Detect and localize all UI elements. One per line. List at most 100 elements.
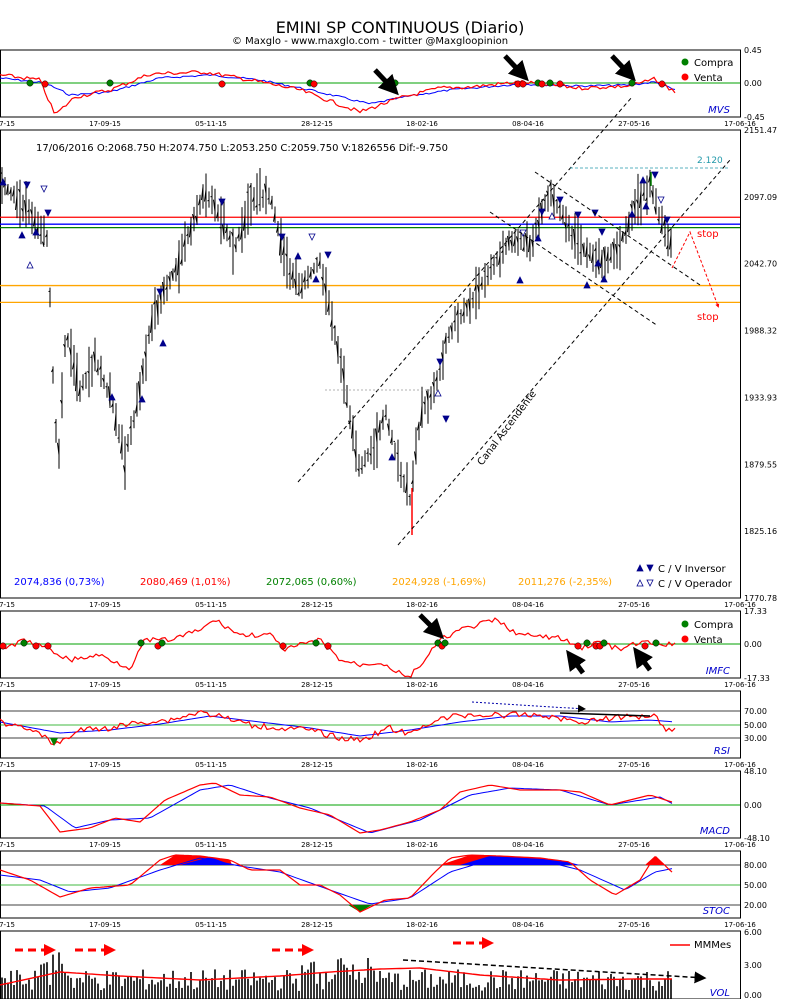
date-tick-label: 7-15 <box>0 921 15 929</box>
channel-upper-line <box>298 97 632 482</box>
sell-signal-dot <box>311 81 317 87</box>
sell-signal-dot <box>575 643 581 649</box>
candle-tick <box>208 200 210 201</box>
rsi-trend-arrow <box>472 702 585 709</box>
candle-tick <box>118 438 120 439</box>
macd-tick-label: 48.10 <box>744 767 767 776</box>
date-tick-label: 18-02-16 <box>406 841 438 849</box>
date-tick-label: 08-04-16 <box>512 921 544 929</box>
candle-tick <box>472 298 474 299</box>
candle-tick <box>544 200 546 201</box>
vol-tick-label: 6.00 <box>744 928 762 937</box>
sell-signal-dot <box>42 81 48 87</box>
date-tick-label: 18-02-16 <box>406 761 438 769</box>
inversor-marker <box>643 203 649 209</box>
buy-signal-dot <box>159 640 165 646</box>
inversor-marker <box>517 277 523 283</box>
operador-marker <box>41 186 47 192</box>
inversor-marker <box>295 253 301 259</box>
sell-signal-dot <box>520 81 526 87</box>
date-tick-label: 27-05-16 <box>618 120 650 128</box>
projection-path <box>672 232 718 306</box>
buy-signal-dot <box>138 640 144 646</box>
buy-signal-dot <box>27 80 33 86</box>
date-tick-label: 08-04-16 <box>512 601 544 609</box>
date-tick-label: 08-04-16 <box>512 761 544 769</box>
legend-mmmes-label: MMMes <box>694 940 731 951</box>
sell-signal-dot <box>45 643 51 649</box>
legend-sell-label: Venta <box>694 73 723 84</box>
operador-marker <box>309 234 315 240</box>
date-tick-label: 17-09-15 <box>89 681 121 689</box>
inversor-marker <box>19 232 25 238</box>
mvs-tick-label: 0.45 <box>744 46 762 55</box>
price-tick-label: 1879.55 <box>744 460 777 469</box>
ohlc-info-line: 17/06/2016 O:2068.750 H:2074.750 L:2053.… <box>36 143 448 154</box>
macd-panel-label: MACD <box>700 826 730 837</box>
stoc-tick-label: 80.00 <box>744 861 767 870</box>
inversor-marker <box>157 289 163 295</box>
legend-sell-label: Venta <box>694 635 723 646</box>
inversor-marker <box>647 565 653 571</box>
panel-frame-rsi <box>1 691 741 758</box>
imfc-tick-label: 0.00 <box>744 640 762 649</box>
sell-signal-dot <box>219 81 225 87</box>
buy-signal-dot <box>107 80 113 86</box>
operador-marker <box>647 580 653 586</box>
buy-signal-dot <box>629 80 635 86</box>
black-arrow <box>505 56 522 74</box>
panel-frame-stoc <box>1 851 741 918</box>
black-arrow <box>639 655 650 670</box>
legend-sell-dot <box>682 74 689 81</box>
inversor-marker <box>599 229 605 235</box>
inversor-marker <box>539 209 545 215</box>
date-tick-label: 05-11-15 <box>195 921 227 929</box>
sell-signal-dot <box>642 643 648 649</box>
mvs-red-line <box>0 71 675 113</box>
operador-marker <box>27 262 33 268</box>
stop-upper-label: stop <box>697 229 719 240</box>
sell-signal-dot <box>33 643 39 649</box>
inversor-marker <box>557 197 563 203</box>
vol-tick-label: 0.00 <box>744 991 762 999</box>
date-tick-label: 08-04-16 <box>512 681 544 689</box>
operador-marker <box>658 197 664 203</box>
date-tick-label: 28-12-15 <box>301 921 333 929</box>
volume-bars-group <box>2 952 671 999</box>
stoc-tick-label: 20.00 <box>744 901 767 910</box>
date-tick-label: 05-11-15 <box>195 761 227 769</box>
date-tick-label: 7-15 <box>0 601 15 609</box>
sell-signal-dot <box>539 81 545 87</box>
price-tick-label: 2151.47 <box>744 126 777 135</box>
inversor-marker <box>45 210 51 216</box>
inversor-marker <box>389 454 395 460</box>
price-tick-label: 1770.78 <box>744 594 777 603</box>
black-arrow <box>612 56 629 74</box>
mvs-tick-label: 0.00 <box>744 79 762 88</box>
inversor-marker <box>629 211 635 217</box>
level-label: 2080,469 (1,01%) <box>140 577 231 588</box>
inversor-marker <box>443 416 449 422</box>
date-tick-label: 28-12-15 <box>301 841 333 849</box>
price-tick-label: 1933.93 <box>744 393 777 402</box>
buy-signal-dot <box>601 640 607 646</box>
macd-tick-label: 0.00 <box>744 801 762 810</box>
mvs-tick-label: -0.45 <box>744 113 765 122</box>
price-tick-label: 1825.16 <box>744 527 777 536</box>
imfc-panel-label: IMFC <box>706 666 730 677</box>
date-tick-label: 28-12-15 <box>301 761 333 769</box>
chart-title: EMINI SP CONTINUOUS (Diario) <box>276 18 525 37</box>
price-tick-label: 1988.32 <box>744 327 777 336</box>
date-tick-label: 7-15 <box>0 761 15 769</box>
legend-buy-dot <box>682 59 689 66</box>
date-tick-label: 18-02-16 <box>406 601 438 609</box>
date-tick-label: 17-09-15 <box>89 120 121 128</box>
buy-signal-dot <box>547 80 553 86</box>
macd-tick-label: -48.10 <box>744 834 770 843</box>
legend-buy-label: Compra <box>694 58 733 69</box>
black-arrow <box>572 658 583 673</box>
date-tick-label: 28-12-15 <box>301 120 333 128</box>
date-tick-label: 7-15 <box>0 681 15 689</box>
